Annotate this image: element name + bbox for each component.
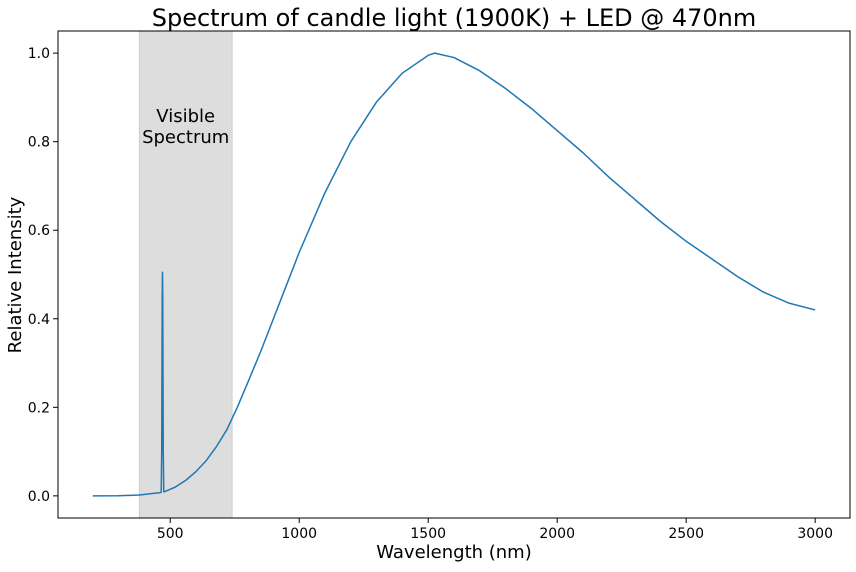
- plot-frame: [57, 30, 851, 519]
- x-tick-label: 1500: [410, 526, 446, 542]
- y-tick-label: 0.0: [28, 489, 50, 505]
- x-tick-label: 500: [157, 526, 184, 542]
- y-tick-label: 0.4: [28, 312, 50, 328]
- band-annotation-line: Spectrum: [142, 127, 229, 148]
- y-tick-label: 0.6: [28, 223, 50, 239]
- y-tick-label: 0.8: [28, 135, 50, 151]
- band-annotation-line: Visible: [156, 106, 215, 127]
- chart-title: Spectrum of candle light (1900K) + LED @…: [152, 4, 757, 32]
- x-axis-ticks: 500 1000 1500 2000 2500 3000: [157, 518, 833, 542]
- y-tick-label: 0.2: [28, 400, 50, 416]
- x-axis-label: Wavelength (nm): [376, 542, 532, 563]
- visible-spectrum-band: [138, 30, 233, 519]
- visible-spectrum-band-layer: [138, 30, 233, 519]
- x-tick-label: 3000: [797, 526, 833, 542]
- series-layer: [92, 52, 816, 497]
- x-tick-label: 2500: [668, 526, 704, 542]
- x-tick-label: 1000: [281, 526, 317, 542]
- y-tick-label: 1.0: [28, 46, 50, 62]
- y-axis-label: Relative Intensity: [5, 196, 26, 353]
- series-line: [92, 52, 816, 497]
- x-tick-label: 2000: [539, 526, 575, 542]
- y-axis-ticks: 0.0 0.2 0.4 0.6 0.8 1.0: [28, 46, 58, 505]
